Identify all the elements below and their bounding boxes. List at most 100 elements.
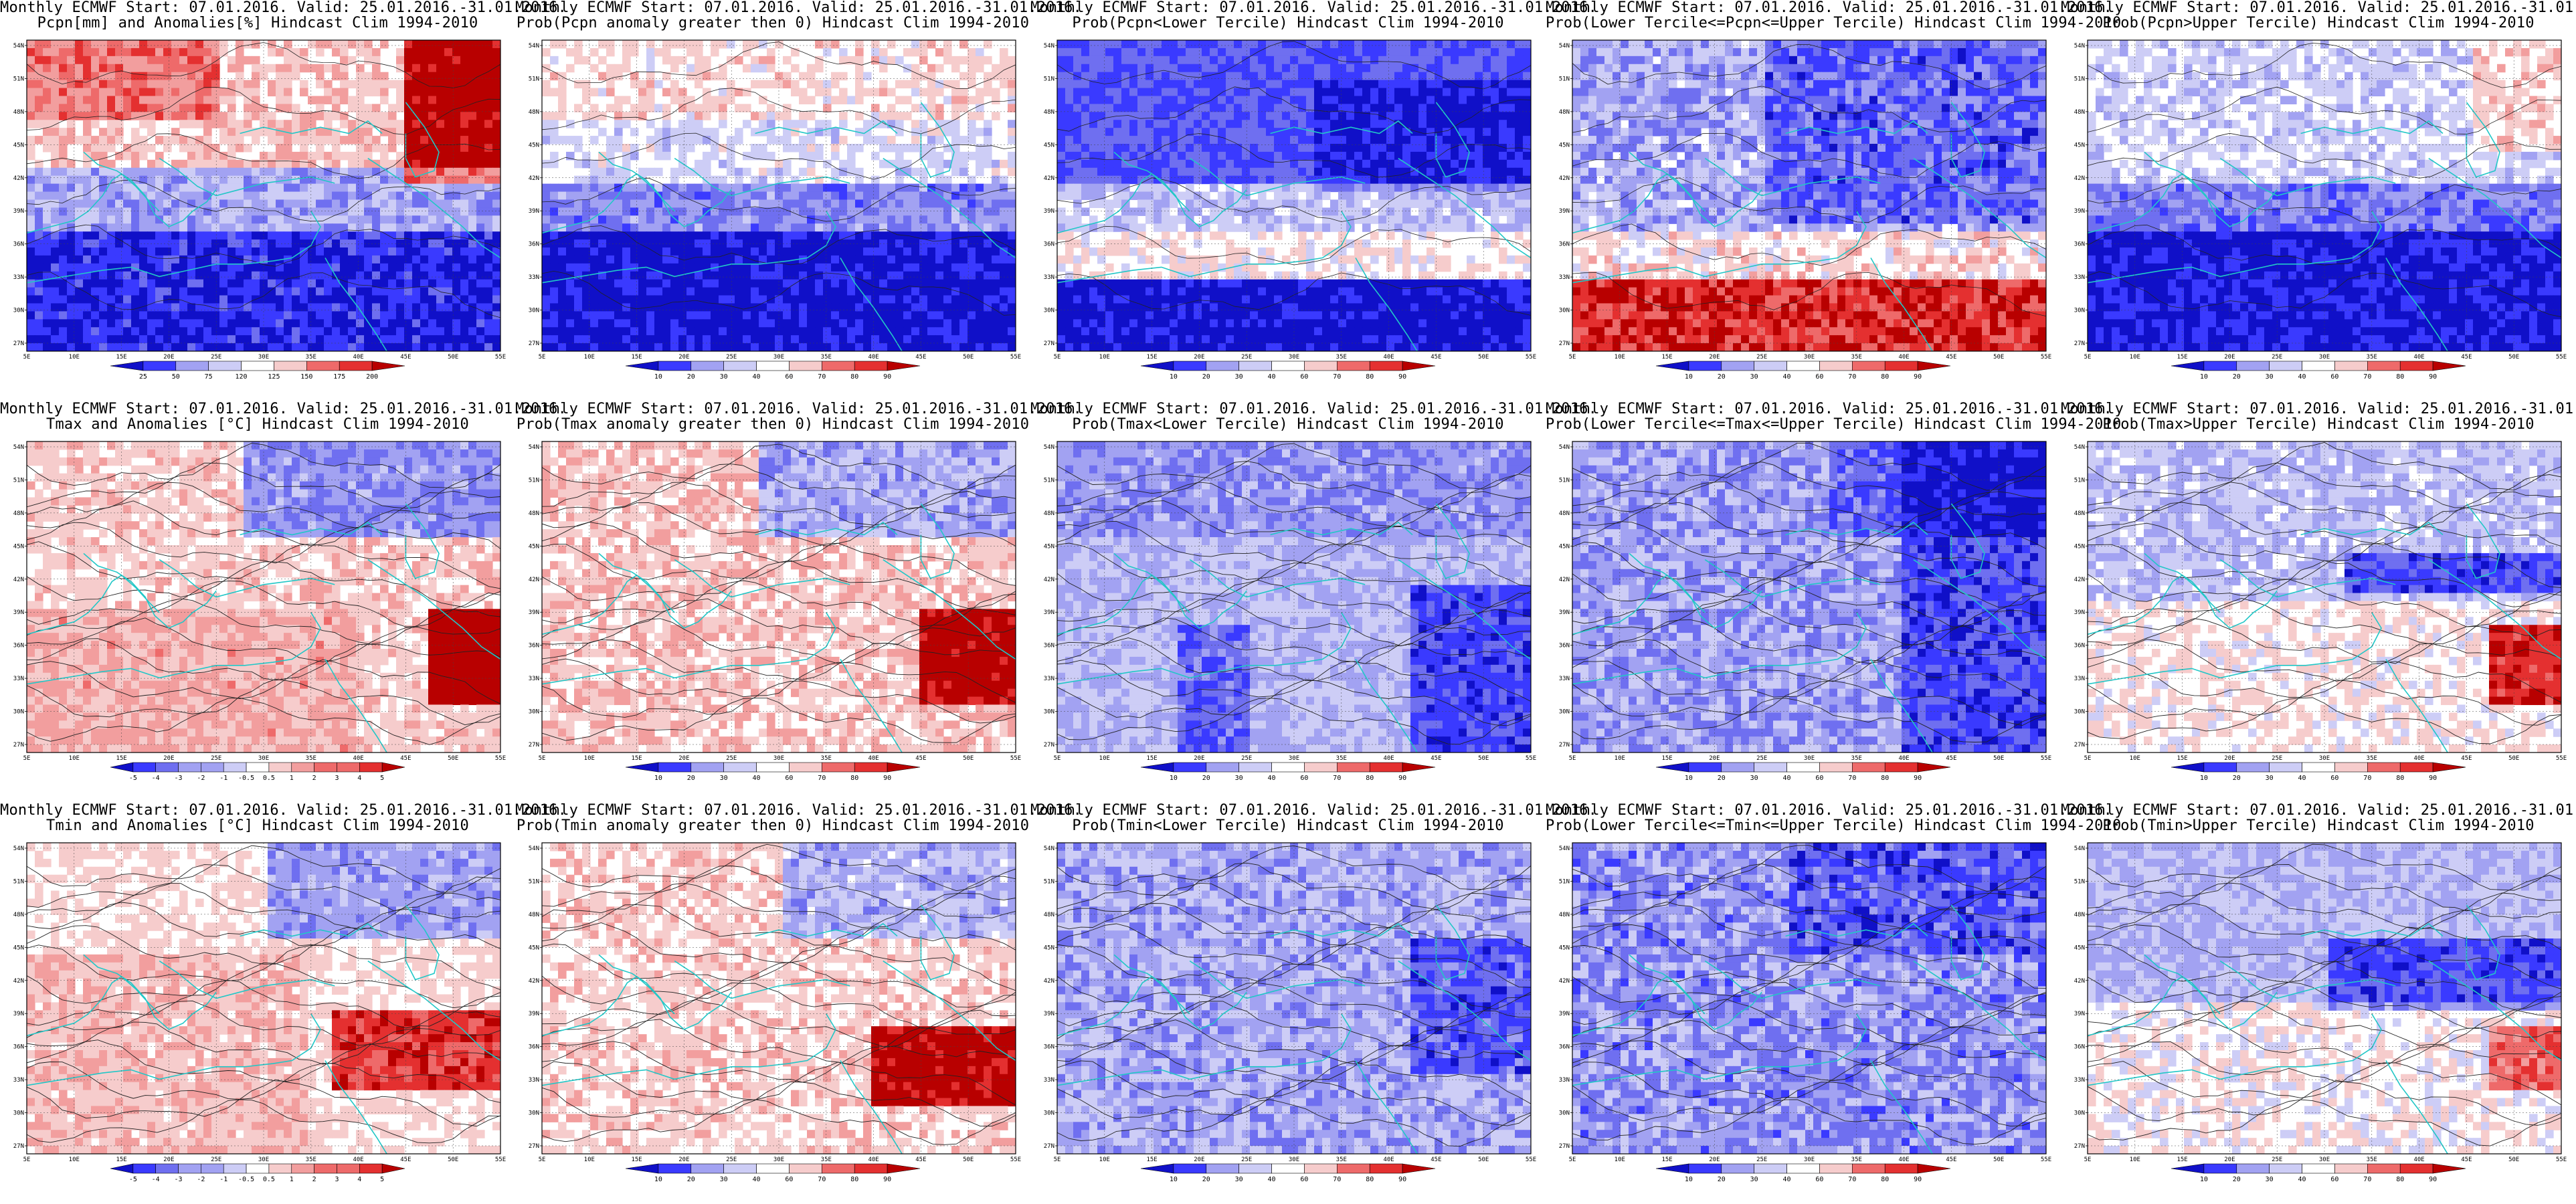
lon-label: 30E: [773, 354, 784, 361]
colorbar-tick-label: 40: [1783, 775, 1791, 782]
lat-label: 27N: [2074, 340, 2085, 347]
colorbar: 10 20 30 40 60 70 80 90: [1140, 1163, 1436, 1183]
lon-label: 35E: [2367, 354, 2377, 361]
colorbar-tick-label: 90: [883, 373, 891, 381]
lon-label: 40E: [2413, 1157, 2424, 1163]
colorbar-swatch: [339, 361, 373, 371]
colorbar-swatch: [223, 1163, 247, 1174]
colorbar-swatch: [2236, 1163, 2270, 1174]
colorbar-tick-label: 60: [1300, 1176, 1308, 1183]
lat-label: 45N: [529, 543, 539, 550]
lon-label: 40E: [868, 755, 879, 762]
lat-label: 48N: [1044, 109, 1054, 116]
colorbar-swatch: [1369, 361, 1403, 371]
colorbar-swatch: [822, 1163, 855, 1174]
colorbar-tick-label: 30: [1235, 1176, 1243, 1183]
colorbar-tick-label: 30: [2266, 373, 2274, 381]
lat-label: 36N: [2074, 1044, 2085, 1051]
lon-label: 10E: [2130, 755, 2140, 762]
colorbar-swatch: [110, 762, 134, 773]
lon-label: 20E: [1709, 354, 1720, 361]
map-figure: 54N 51N 48N 45N 42N 39N 36N 33N 30N 27N 5E 10E 15E 20…: [2074, 441, 2567, 782]
colorbar-swatch: [371, 361, 405, 371]
lat-label: 45N: [13, 543, 24, 550]
map-figure: 54N 51N 48N 45N 42N 39N 36N 33N 30N 27N 5E 10E 15E 20…: [2074, 39, 2567, 381]
lon-label: 50E: [1478, 354, 1489, 361]
colorbar-tick-label: 60: [785, 775, 793, 782]
lon-label: 10E: [69, 354, 80, 361]
lat-label: 27N: [2074, 742, 2085, 748]
colorbar-swatch: [132, 762, 156, 773]
colorbar-swatch: [1852, 762, 1885, 773]
lat-label: 33N: [1044, 1077, 1054, 1084]
lon-label: 30E: [258, 354, 269, 361]
lat-label: 39N: [2074, 609, 2085, 616]
panel-title-line2: Pcpn[mm] and Anomalies[%] Hindcast Clim …: [0, 15, 515, 31]
colorbar-tick-label: 90: [2429, 775, 2437, 782]
lat-label: 36N: [13, 643, 24, 649]
lat-label: 33N: [529, 274, 539, 281]
panel-title-line1: Monthly ECMWF Start: 07.01.2016. Valid: …: [1546, 0, 2112, 16]
lat-label: 30N: [529, 1110, 539, 1117]
lat-label: 45N: [13, 944, 24, 951]
colorbar-swatch: [1786, 762, 1820, 773]
colorbar-swatch: [1369, 762, 1403, 773]
colorbar-swatch: [854, 762, 888, 773]
map-figure: 54N 51N 48N 45N 42N 39N 36N 33N 30N 27N 5E 10E 15E 20…: [13, 39, 506, 381]
map-panel-prob-pcpn-middle: Monthly ECMWF Start: 07.01.2016. Valid: …: [1546, 0, 2121, 401]
colorbar-tick-label: 5: [380, 1176, 384, 1183]
colorbar-tick-label: 60: [785, 1176, 793, 1183]
lat-label: 30N: [13, 308, 24, 314]
colorbar-swatch: [658, 1163, 692, 1174]
lon-label: 15E: [1661, 354, 1672, 361]
colorbar-swatch: [1206, 1163, 1239, 1174]
colorbar-tick-label: 70: [2363, 373, 2371, 381]
lon-label: 25E: [726, 755, 737, 762]
panel-title-line2: Prob(Lower Tercile<=Tmin<=Upper Tercile)…: [1546, 818, 2121, 834]
colorbar: 10 20 30 40 60 70 80 90: [2171, 762, 2466, 782]
lat-label: 36N: [1559, 241, 1570, 248]
lon-label: 40E: [353, 354, 363, 361]
colorbar-tick-label: 30: [2266, 1176, 2274, 1183]
lon-label: 5E: [23, 755, 31, 762]
lon-label: 10E: [1099, 755, 1110, 762]
colorbar: 10 20 30 40 60 70 80 90: [1140, 762, 1436, 782]
colorbar-swatch: [337, 1163, 360, 1174]
lon-label: 40E: [353, 1157, 363, 1163]
colorbar-swatch: [1884, 762, 1918, 773]
lon-label: 50E: [448, 1157, 458, 1163]
lat-label: 54N: [2074, 845, 2085, 852]
lon-label: 40E: [1898, 1157, 1909, 1163]
colorbar-swatch: [201, 1163, 224, 1174]
shaded-field: [1572, 40, 2046, 351]
map-panel-prob-tmin-pos: Monthly ECMWF Start: 07.01.2016. Valid: …: [515, 803, 1082, 1204]
colorbar-swatch: [2334, 361, 2368, 371]
lon-label: 5E: [539, 755, 546, 762]
lon-label: 30E: [1289, 755, 1299, 762]
colorbar-swatch: [2171, 1163, 2205, 1174]
lat-label: 42N: [529, 175, 539, 182]
lat-label: 39N: [2074, 1011, 2085, 1017]
colorbar-swatch: [1337, 1163, 1370, 1174]
colorbar-swatch: [1173, 762, 1207, 773]
colorbar-swatch: [822, 762, 855, 773]
lon-label: 45E: [400, 755, 411, 762]
colorbar-swatch: [2302, 361, 2335, 371]
colorbar-tick-label: 1: [290, 775, 294, 782]
map-panel-tmax-anom: Monthly ECMWF Start: 07.01.2016. Valid: …: [0, 401, 567, 803]
colorbar-swatch: [1655, 361, 1689, 371]
colorbar-tick-label: 20: [687, 373, 695, 381]
lon-label: 55E: [1010, 354, 1021, 361]
lat-label: 48N: [2074, 912, 2085, 918]
colorbar-tick-label: 30: [2266, 775, 2274, 782]
colorbar-swatch: [854, 1163, 888, 1174]
panel-title-line2: Prob(Pcpn<Lower Tercile) Hindcast Clim 1…: [1030, 15, 1546, 31]
lat-label: 39N: [13, 1011, 24, 1017]
colorbar-swatch: [1917, 762, 1951, 773]
colorbar-tick-label: 10: [1685, 1176, 1693, 1183]
colorbar-swatch: [110, 361, 144, 371]
colorbar: -5 -4 -3 -2 -1 -0.5 0.5 1 2 3 4 5: [110, 762, 405, 782]
lat-label: 54N: [1044, 43, 1054, 49]
colorbar-swatch: [1402, 361, 1436, 371]
colorbar-tick-label: 80: [2396, 1176, 2404, 1183]
